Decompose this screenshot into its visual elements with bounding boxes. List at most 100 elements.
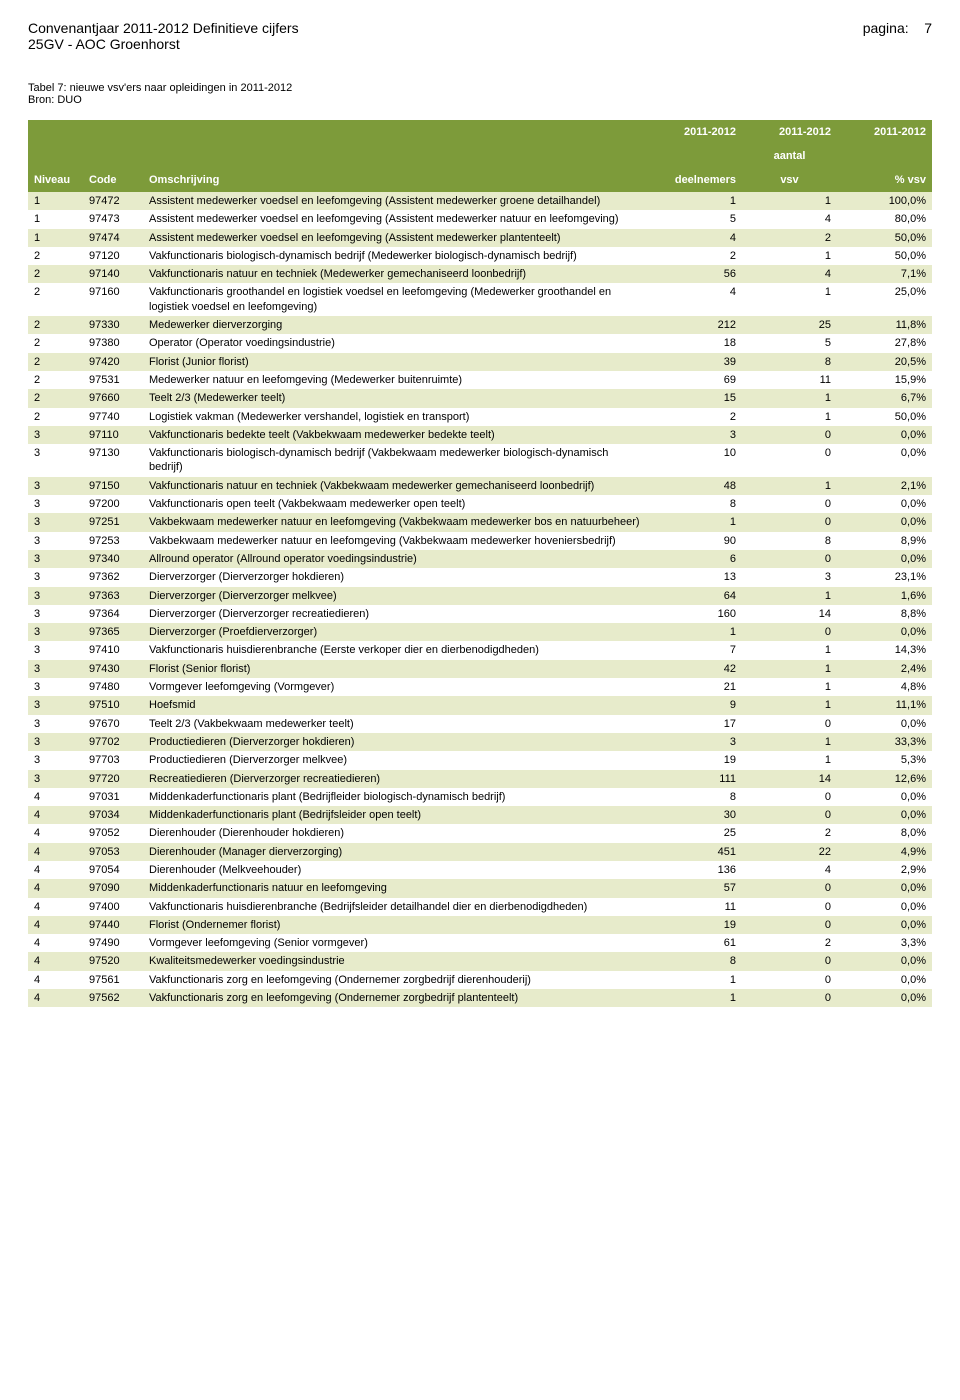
cell-vsv: 0 <box>742 623 837 641</box>
header-line: Convenantjaar 2011-2012 Definitieve cijf… <box>28 20 932 36</box>
cell-percent: 0,0% <box>837 495 932 513</box>
cell-percent: 50,0% <box>837 408 932 426</box>
cell-vsv: 0 <box>742 715 837 733</box>
cell-description: Productiedieren (Dierverzorger melkvee) <box>143 751 647 769</box>
table-row: 397720Recreatiedieren (Dierverzorger rec… <box>28 770 932 788</box>
cell-code: 97251 <box>83 513 143 531</box>
cell-niveau: 4 <box>28 989 83 1007</box>
cell-code: 97364 <box>83 605 143 623</box>
cell-vsv: 14 <box>742 770 837 788</box>
cell-percent: 0,0% <box>837 971 932 989</box>
table-row: 297160Vakfunctionaris groothandel en log… <box>28 283 932 316</box>
table-row: 297660Teelt 2/3 (Medewerker teelt)1516,7… <box>28 389 932 407</box>
cell-niveau: 3 <box>28 605 83 623</box>
table-row: 497031Middenkaderfunctionaris plant (Bed… <box>28 788 932 806</box>
cell-niveau: 3 <box>28 495 83 513</box>
cell-code: 97474 <box>83 229 143 247</box>
table-row: 297120Vakfunctionaris biologisch-dynamis… <box>28 247 932 265</box>
table-row: 497562Vakfunctionaris zorg en leefomgevi… <box>28 989 932 1007</box>
cell-niveau: 3 <box>28 444 83 477</box>
cell-description: Vakfunctionaris biologisch-dynamisch bed… <box>143 444 647 477</box>
cell-code: 97053 <box>83 843 143 861</box>
cell-deelnemers: 61 <box>647 934 742 952</box>
cell-vsv: 14 <box>742 605 837 623</box>
col-niveau: Niveau <box>28 168 83 192</box>
cell-code: 97660 <box>83 389 143 407</box>
cell-deelnemers: 7 <box>647 641 742 659</box>
cell-deelnemers: 3 <box>647 426 742 444</box>
cell-vsv: 0 <box>742 952 837 970</box>
cell-code: 97130 <box>83 444 143 477</box>
header-subtitle: 25GV - AOC Groenhorst <box>28 36 932 52</box>
cell-deelnemers: 1 <box>647 192 742 210</box>
table-row: 397110Vakfunctionaris bedekte teelt (Vak… <box>28 426 932 444</box>
cell-code: 97031 <box>83 788 143 806</box>
cell-description: Middenkaderfunctionaris plant (Bedrijfle… <box>143 788 647 806</box>
table-row: 297330Medewerker dierverzorging2122511,8… <box>28 316 932 334</box>
table-row: 297380Operator (Operator voedingsindustr… <box>28 334 932 352</box>
cell-niveau: 1 <box>28 210 83 228</box>
cell-niveau: 3 <box>28 751 83 769</box>
cell-niveau: 4 <box>28 971 83 989</box>
cell-code: 97034 <box>83 806 143 824</box>
cell-vsv: 0 <box>742 788 837 806</box>
table-row: 297420Florist (Junior florist)39820,5% <box>28 353 932 371</box>
cell-percent: 2,4% <box>837 660 932 678</box>
table-row: 397253Vakbekwaam medewerker natuur en le… <box>28 532 932 550</box>
cell-percent: 0,0% <box>837 952 932 970</box>
cell-vsv: 8 <box>742 353 837 371</box>
cell-vsv: 0 <box>742 495 837 513</box>
table-row: 497520Kwaliteitsmedewerker voedingsindus… <box>28 952 932 970</box>
cell-niveau: 3 <box>28 477 83 495</box>
cell-percent: 2,1% <box>837 477 932 495</box>
cell-niveau: 2 <box>28 408 83 426</box>
cell-code: 97472 <box>83 192 143 210</box>
cell-deelnemers: 64 <box>647 587 742 605</box>
cell-code: 97703 <box>83 751 143 769</box>
cell-deelnemers: 4 <box>647 229 742 247</box>
cell-description: Hoefsmid <box>143 696 647 714</box>
cell-code: 97561 <box>83 971 143 989</box>
cell-description: Vakfunctionaris huisdierenbranche (Bedri… <box>143 898 647 916</box>
table-row: 397702Productiedieren (Dierverzorger hok… <box>28 733 932 751</box>
cell-percent: 0,0% <box>837 623 932 641</box>
page-number: 7 <box>924 20 932 36</box>
cell-niveau: 3 <box>28 568 83 586</box>
table-row: 397510Hoefsmid9111,1% <box>28 696 932 714</box>
cell-vsv: 1 <box>742 389 837 407</box>
cell-percent: 2,9% <box>837 861 932 879</box>
cell-vsv: 22 <box>742 843 837 861</box>
cell-vsv: 2 <box>742 824 837 842</box>
cell-niveau: 4 <box>28 824 83 842</box>
table-row: 397340Allround operator (Allround operat… <box>28 550 932 568</box>
cell-vsv: 11 <box>742 371 837 389</box>
cell-percent: 8,8% <box>837 605 932 623</box>
cell-description: Vakfunctionaris zorg en leefomgeving (On… <box>143 971 647 989</box>
cell-deelnemers: 111 <box>647 770 742 788</box>
cell-percent: 14,3% <box>837 641 932 659</box>
cell-deelnemers: 19 <box>647 916 742 934</box>
cell-description: Logistiek vakman (Medewerker vershandel,… <box>143 408 647 426</box>
cell-niveau: 3 <box>28 623 83 641</box>
cell-description: Operator (Operator voedingsindustrie) <box>143 334 647 352</box>
cell-percent: 0,0% <box>837 879 932 897</box>
cell-vsv: 1 <box>742 751 837 769</box>
table-row: 297740Logistiek vakman (Medewerker versh… <box>28 408 932 426</box>
cell-deelnemers: 160 <box>647 605 742 623</box>
cell-code: 97400 <box>83 898 143 916</box>
cell-percent: 4,8% <box>837 678 932 696</box>
cell-code: 97420 <box>83 353 143 371</box>
cell-niveau: 3 <box>28 426 83 444</box>
data-table: 2011-2012 2011-2012 2011-2012 aantal Niv… <box>28 120 932 1007</box>
cell-description: Vakfunctionaris zorg en leefomgeving (On… <box>143 989 647 1007</box>
cell-percent: 27,8% <box>837 334 932 352</box>
cell-niveau: 3 <box>28 696 83 714</box>
page-container: Convenantjaar 2011-2012 Definitieve cijf… <box>0 0 960 1027</box>
cell-percent: 0,0% <box>837 989 932 1007</box>
cell-percent: 0,0% <box>837 898 932 916</box>
table-row: 497054Dierenhouder (Melkveehouder)13642,… <box>28 861 932 879</box>
cell-vsv: 0 <box>742 513 837 531</box>
cell-deelnemers: 2 <box>647 247 742 265</box>
cell-description: Middenkaderfunctionaris plant (Bedrijfsl… <box>143 806 647 824</box>
cell-code: 97520 <box>83 952 143 970</box>
